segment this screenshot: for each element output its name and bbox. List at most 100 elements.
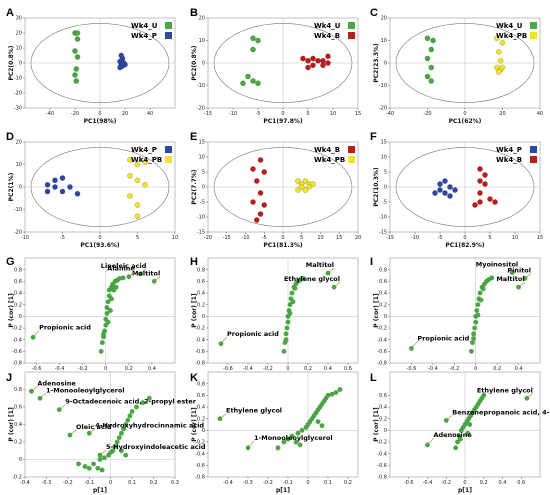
x-tick-label: 0	[109, 480, 112, 486]
legend-swatch	[165, 22, 172, 29]
loading-point	[479, 298, 484, 303]
legend-label: Wk4_B	[314, 146, 340, 154]
score-point	[310, 181, 315, 186]
y-tick-label: 0.8	[197, 381, 205, 387]
loading-point	[106, 320, 111, 325]
panel-a: A-40 -20 0 20 40-30-20-100102030PC1(98%)PC2(…	[6, 7, 175, 125]
x-tick-label: -0.4	[243, 366, 253, 372]
y-tick-label: -5	[382, 200, 387, 206]
x-tick-label: 0	[306, 480, 309, 486]
x-tick-label: -0.6	[407, 366, 417, 372]
score-point	[255, 81, 260, 86]
score-point	[75, 30, 80, 35]
y-tick-label: 0.2	[14, 440, 22, 446]
panel-j: J -0.4 -0.3 -0.2 -0.1 0 0.1 0.2 0.3 -0.2 0 0.2 0.4 0.…	[6, 372, 206, 494]
score-point	[429, 78, 434, 83]
panel-letter: L	[370, 372, 377, 384]
loading-point	[472, 326, 477, 331]
annotated-point	[57, 407, 62, 412]
y-tick-label: -15	[379, 230, 387, 236]
score-point	[60, 175, 65, 180]
y-tick-label: -5	[200, 200, 205, 206]
score-point	[117, 65, 122, 70]
score-point	[240, 81, 245, 86]
score-point	[425, 74, 430, 79]
loading-point	[453, 446, 458, 451]
score-point	[250, 78, 255, 83]
x-tick-label: -20	[204, 235, 212, 241]
x-axis-label: p[1]	[276, 487, 290, 494]
annotated-point	[524, 396, 529, 401]
y-tick-label: 0.6	[379, 393, 387, 399]
y-tick-label: -0.8	[377, 361, 387, 367]
annotated-point	[98, 453, 103, 458]
annotated-point	[444, 418, 449, 423]
score-point	[72, 72, 77, 77]
score-point	[72, 48, 77, 53]
score-point	[492, 199, 497, 204]
y-tick-label: 0	[384, 61, 387, 67]
x-tick-label: -5	[60, 235, 65, 241]
panel-e: E-20 -15 -10 -5 0 5 10 15 20-15-10-5051015PC1(81…	[190, 131, 361, 249]
score-point	[325, 54, 330, 59]
y-tick-label: 10	[381, 38, 387, 44]
score-point	[258, 211, 263, 216]
y-tick-label: -10	[197, 83, 205, 89]
y-tick-label: 0.2	[379, 302, 387, 308]
x-tick-label: 10	[512, 235, 518, 241]
y-axis-label: P (cor) [1]	[8, 293, 15, 328]
annotated-point	[126, 274, 131, 279]
loading-point	[291, 299, 296, 304]
loading-point	[284, 332, 289, 337]
legend-label: Wk4_U	[131, 22, 158, 30]
annotation-label: 9-Octadecenoic acid, 2-propyl ester	[65, 398, 196, 406]
x-tick-label: 10	[172, 235, 178, 241]
score-point	[142, 182, 147, 187]
y-tick-label: -0.8	[195, 361, 205, 367]
loading-point	[476, 302, 481, 307]
x-tick-label: -0.6	[223, 366, 233, 372]
loading-point	[320, 423, 325, 428]
loading-point	[128, 413, 133, 418]
panel-g: G-0.6 -0.4 -0.2 0 0.2 0.4-0.8-0.6-0.4-0.200.2…	[6, 256, 175, 380]
x-tick-label: 0	[463, 111, 466, 117]
x-tick-label: -10	[229, 111, 237, 117]
x-tick-label: -0.4	[423, 480, 433, 486]
x-tick-label: 15	[355, 111, 361, 117]
y-tick-label: 0	[202, 314, 205, 320]
legend-swatch	[348, 22, 355, 29]
y-tick-label: 10	[199, 155, 205, 161]
x-tick-label: 20	[122, 111, 128, 117]
x-tick-label: 0	[463, 480, 466, 486]
score-point	[67, 184, 72, 189]
y-tick-label: 0.4	[379, 405, 387, 411]
y-tick-label: 0	[19, 61, 22, 67]
y-tick-label: 15	[199, 140, 205, 146]
y-tick-label: -0.4	[195, 451, 205, 457]
legend-label: Wk4_U	[314, 22, 341, 30]
loading-point	[100, 468, 105, 473]
annotation-label: Ethylene glycol	[284, 275, 340, 283]
panel-f: F-15 -10 -5 0 5 10 15-15-10-5051015PC1(82.9%)P…	[370, 131, 543, 249]
x-tick-label: -5	[262, 235, 267, 241]
score-point	[447, 193, 452, 198]
loading-point	[76, 462, 81, 467]
annotated-point	[218, 416, 223, 421]
y-tick-label: 15	[381, 140, 387, 146]
score-point	[75, 191, 80, 196]
y-tick-label: -20	[197, 106, 205, 112]
x-tick-label: 0.1	[128, 480, 136, 486]
y-tick-label: 0.8	[197, 267, 205, 273]
panel-letter: D	[6, 131, 14, 143]
x-tick-label: 15	[336, 235, 342, 241]
legend-swatch	[348, 156, 355, 163]
loading-point	[286, 320, 291, 325]
x-tick-label: 40	[147, 111, 153, 117]
score-point	[482, 181, 487, 186]
annotated-point	[516, 285, 521, 290]
loading-point	[114, 285, 119, 290]
score-point	[472, 202, 477, 207]
score-point	[250, 47, 255, 52]
legend-swatch	[530, 22, 537, 29]
y-tick-label: 0.8	[379, 267, 387, 273]
